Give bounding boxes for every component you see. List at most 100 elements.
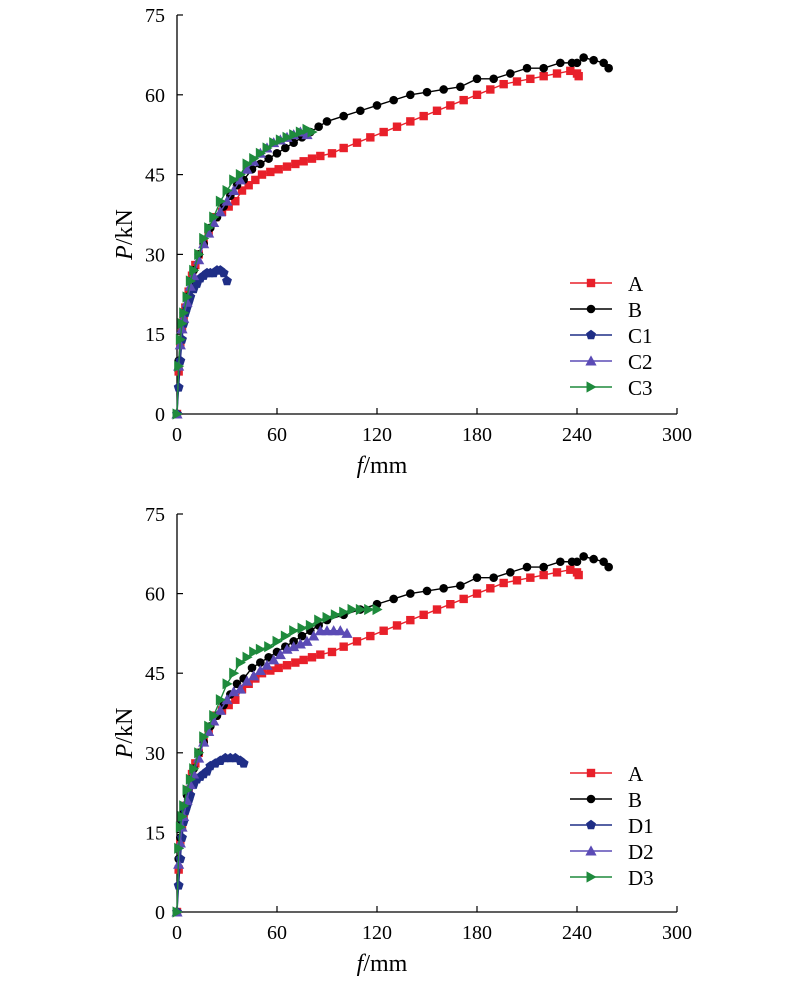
data-point-d3 [289, 625, 300, 637]
data-point-a [446, 101, 455, 110]
data-point-a [316, 650, 325, 659]
data-point-c1 [222, 275, 232, 286]
data-point-a [526, 573, 535, 582]
data-point-c3 [215, 195, 226, 207]
data-point-a [224, 202, 233, 211]
data-point-d3 [330, 609, 341, 621]
legend-label: D2 [628, 840, 654, 864]
data-point-b [604, 562, 613, 572]
data-point-b [472, 74, 482, 84]
data-point-a [379, 127, 388, 137]
data-point-d3 [255, 643, 266, 655]
x-tick-label: 240 [562, 922, 592, 944]
y-axis-title-symbol: P [112, 245, 138, 261]
data-point-a [539, 570, 548, 580]
x-tick-label: 60 [267, 424, 287, 446]
data-point-c3 [289, 129, 300, 141]
data-point-d3 [229, 667, 240, 679]
y-tick-label: 0 [155, 404, 165, 426]
data-point-a [552, 69, 562, 78]
data-point-a [486, 584, 495, 593]
data-point-a [224, 700, 233, 710]
data-point-b [506, 69, 515, 78]
data-point-a [586, 278, 596, 288]
data-point-c3 [174, 360, 185, 372]
data-point-d1 [238, 758, 249, 768]
data-point-a [231, 197, 240, 206]
data-point-a [307, 154, 317, 163]
data-point-c3 [204, 222, 215, 234]
data-point-b [572, 58, 582, 68]
data-point-d3 [264, 641, 275, 653]
data-point-b [572, 557, 582, 567]
data-point-c2 [181, 296, 193, 307]
y-tick-label: 15 [145, 822, 165, 844]
data-point-c3 [185, 275, 196, 287]
data-point-a [291, 159, 300, 169]
data-point-a [459, 95, 468, 105]
data-point-d2 [228, 686, 240, 697]
data-point-c3 [194, 248, 205, 260]
series-a [172, 66, 583, 419]
data-point-d3 [272, 635, 283, 647]
data-point-d2 [281, 643, 293, 654]
data-point-c3 [177, 317, 188, 330]
data-point-a [237, 186, 247, 195]
data-point-b [579, 552, 588, 561]
x-tick-label: 180 [462, 424, 492, 446]
y-tick-label: 30 [145, 244, 165, 266]
data-point-d3 [355, 603, 366, 616]
data-point-c1 [173, 382, 184, 392]
legend-item-b: B [570, 788, 642, 812]
data-point-c1 [586, 329, 596, 340]
legend-label: A [628, 272, 644, 296]
data-point-c3 [182, 291, 193, 303]
data-point-b [406, 589, 415, 598]
data-point-b [522, 63, 532, 73]
series-line-b [176, 56, 610, 415]
data-point-d3 [172, 906, 183, 918]
data-point-c3 [255, 147, 266, 159]
data-point-b [586, 304, 596, 314]
x-tick-label: 120 [362, 922, 392, 944]
series-line-a [176, 70, 580, 415]
series-d2 [171, 625, 353, 917]
data-point-c3 [586, 381, 597, 393]
x-axis-title-unit: /mm [363, 951, 407, 977]
data-point-b [589, 554, 598, 564]
legend-label: A [628, 762, 644, 786]
y-axis-title: P/kN [112, 708, 138, 760]
data-point-c3 [262, 142, 273, 154]
data-point-c2 [234, 174, 246, 185]
data-point-a [244, 181, 253, 190]
data-point-a [406, 615, 415, 625]
data-point-d3 [322, 611, 333, 624]
data-point-d1 [586, 819, 596, 830]
x-tick-label: 60 [267, 922, 287, 944]
legend-label: C3 [628, 376, 653, 400]
series-line-b [176, 555, 610, 913]
y-axis-title: P/kN [112, 209, 138, 261]
data-point-a [282, 162, 292, 171]
data-point-a [307, 653, 317, 662]
data-point-c2 [184, 280, 196, 291]
data-point-c3 [179, 307, 190, 319]
data-point-b [389, 95, 398, 105]
data-point-d3 [189, 763, 200, 775]
data-point-a [566, 66, 575, 76]
data-point-c3 [199, 232, 210, 245]
y-axis-title-symbol: P [112, 743, 138, 759]
data-point-c3 [229, 174, 240, 186]
data-point-a [266, 167, 275, 177]
chart-panel-2: 0 60 120 180 240 300 0 15 30 45 60 75 f/mm P/kN ABD1D2… [112, 504, 692, 977]
data-point-d2 [221, 694, 233, 705]
data-point-d3 [182, 784, 193, 796]
data-point-a [539, 71, 548, 81]
data-point-a [266, 666, 275, 675]
data-point-b [456, 82, 465, 92]
x-tick-label: 120 [362, 424, 392, 446]
data-point-d2 [585, 845, 597, 856]
data-point-a [257, 170, 267, 179]
x-tick-label: 240 [562, 424, 592, 446]
